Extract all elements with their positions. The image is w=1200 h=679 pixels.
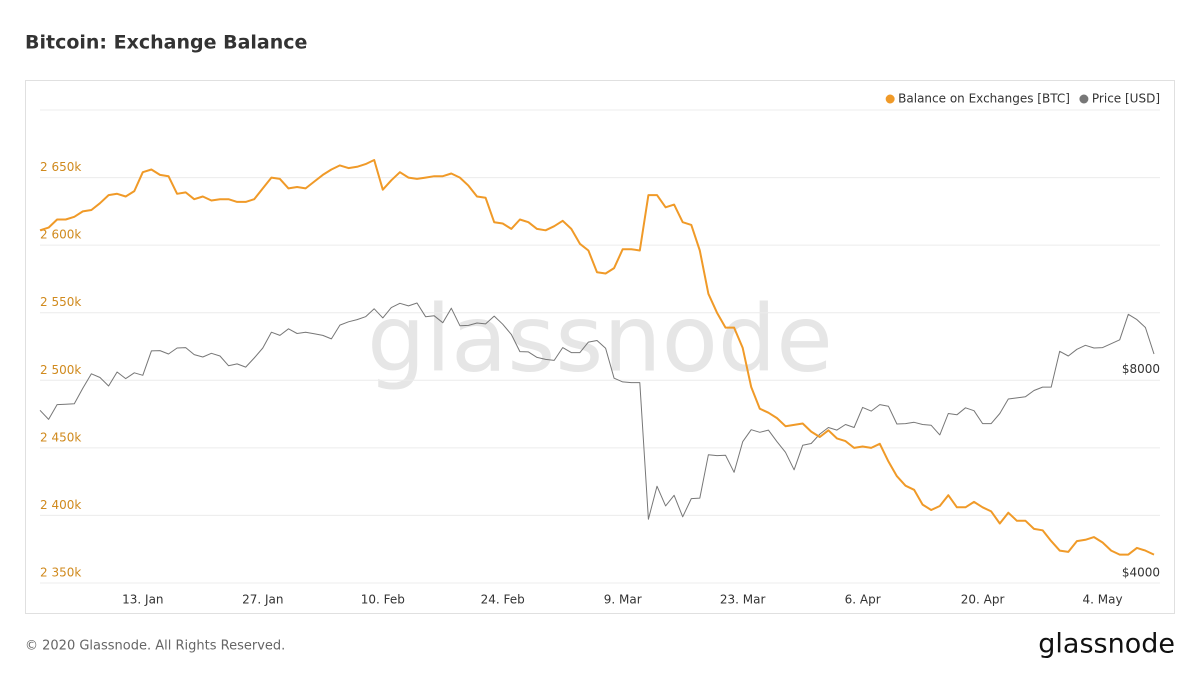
x-tick-label: 20. Apr: [961, 593, 1005, 607]
x-tick-label: 6. Apr: [845, 593, 881, 607]
series-line: [39, 302, 1155, 520]
x-tick-label: 10. Feb: [361, 593, 405, 607]
legend-label: Price [USD]: [1092, 92, 1160, 106]
y-tick-label: 2 500k: [40, 363, 81, 377]
y-tick-label: 2 600k: [40, 228, 81, 242]
legend-marker: [1079, 94, 1089, 104]
x-tick-label: 27. Jan: [242, 593, 283, 607]
x-tick-label: 23. Mar: [720, 593, 766, 607]
x-tick-label: 4. May: [1083, 593, 1123, 607]
logo: glassnode: [1038, 629, 1175, 660]
y2-tick-label: $8000: [1122, 362, 1160, 376]
y-tick-label: 2 400k: [40, 498, 81, 512]
series-line: [39, 159, 1155, 556]
watermark: glassnode: [367, 285, 833, 392]
y-tick-label: 2 350k: [40, 566, 81, 580]
copyright: © 2020 Glassnode. All Rights Reserved.: [25, 639, 285, 654]
x-tick-label: 24. Feb: [481, 593, 525, 607]
y-tick-label: 2 550k: [40, 295, 81, 309]
y-tick-label: 2 450k: [40, 430, 81, 444]
chart-title: Bitcoin: Exchange Balance: [25, 32, 307, 54]
x-tick-label: 13. Jan: [122, 593, 163, 607]
y2-tick-label: $4000: [1122, 566, 1160, 580]
legend-label: Balance on Exchanges [BTC]: [898, 92, 1070, 106]
legend-marker: [885, 94, 895, 104]
y-tick-label: 2 650k: [40, 160, 81, 174]
x-tick-label: 9. Mar: [604, 593, 642, 607]
chart-frame: [25, 80, 1175, 614]
